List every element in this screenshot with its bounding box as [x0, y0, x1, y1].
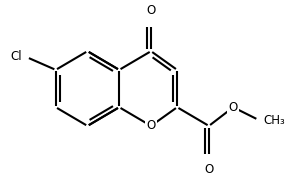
Text: O: O: [147, 4, 156, 17]
Text: O: O: [147, 119, 156, 132]
Text: CH₃: CH₃: [263, 114, 285, 127]
Text: O: O: [229, 101, 238, 114]
Text: Cl: Cl: [10, 50, 22, 63]
Text: O: O: [204, 163, 213, 176]
